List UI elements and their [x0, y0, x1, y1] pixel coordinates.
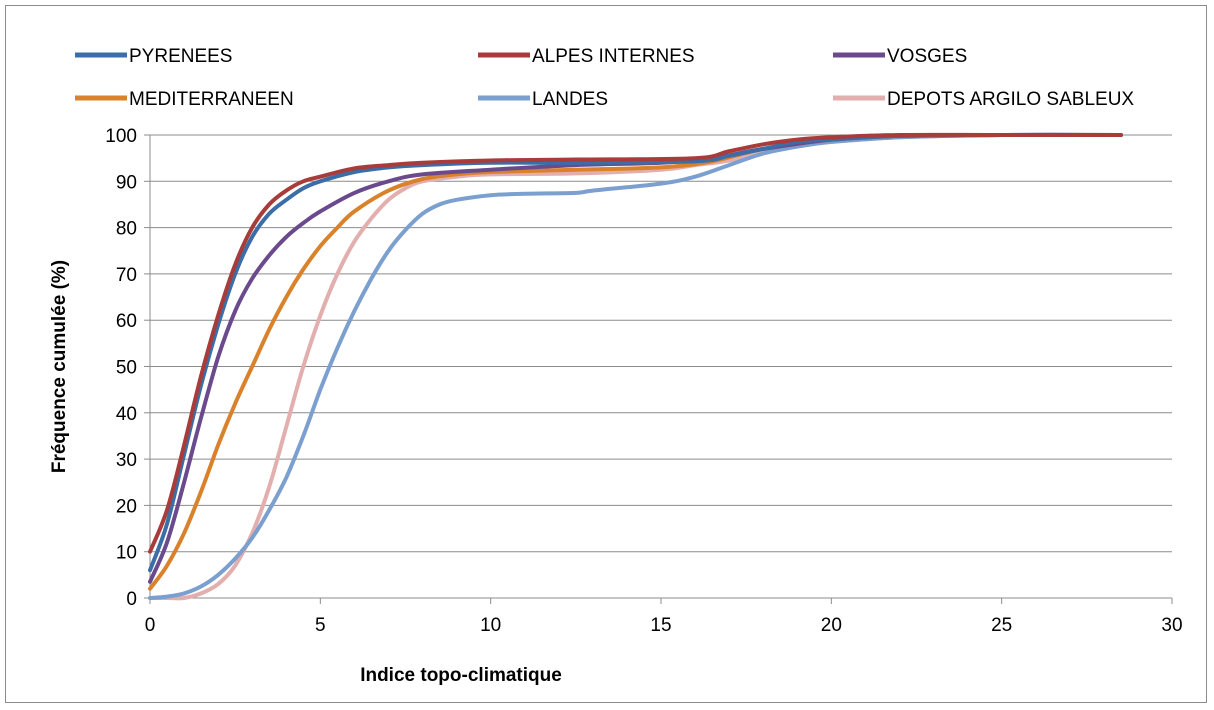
y-tick-label: 60	[116, 311, 137, 332]
x-tick-label: 5	[315, 615, 326, 636]
y-tick-label: 90	[116, 172, 137, 193]
x-tick-label: 0	[145, 615, 156, 636]
legend-label-pyrenees: PYRENEES	[129, 46, 232, 67]
y-tick-label: 20	[116, 496, 137, 517]
legend-label-vosges: VOSGES	[887, 46, 967, 67]
series-line-vosges	[148, 132, 1123, 584]
y-tick-label: 80	[116, 219, 137, 240]
y-tick-label: 0	[126, 589, 137, 610]
x-tick-label: 30	[1161, 615, 1182, 636]
series-lines	[148, 132, 1123, 601]
y-tick-label: 40	[116, 404, 137, 425]
y-tick-label: 30	[116, 450, 137, 471]
legend-label-alpes-internes: ALPES INTERNES	[532, 46, 695, 67]
axes: 0 10 20 30 40 50 60 70 80 90 100 0 5 10 15 20 25 30	[105, 126, 1182, 636]
y-tick-label: 70	[116, 265, 137, 286]
gridlines	[150, 134, 1172, 553]
series-line-pyrenees	[148, 132, 1123, 573]
x-tick-label: 20	[821, 615, 842, 636]
x-tick-label: 10	[480, 615, 501, 636]
y-tick-label: 100	[105, 126, 137, 147]
legend-label-depots-argilo-sableux: DEPOTS ARGILO SABLEUX	[887, 89, 1134, 110]
x-axis-title: Indice topo-climatique	[360, 665, 562, 686]
y-axis-title: Fréquence cumulée (%)	[49, 260, 70, 473]
legend-label-landes: LANDES	[532, 89, 608, 110]
series-line-alpes-internes	[148, 132, 1123, 554]
y-tick-label: 10	[116, 543, 137, 564]
legend-label-mediterraneen: MEDITERRANEEN	[129, 89, 294, 110]
x-tick-label: 25	[991, 615, 1012, 636]
x-tick-label: 15	[650, 615, 671, 636]
y-tick-label: 50	[116, 358, 137, 379]
legend: PYRENEES ALPES INTERNES VOSGES MEDITERRANEE…	[75, 46, 1134, 110]
series-line-landes	[148, 132, 1123, 600]
series-line-mediterraneen	[148, 132, 1123, 591]
